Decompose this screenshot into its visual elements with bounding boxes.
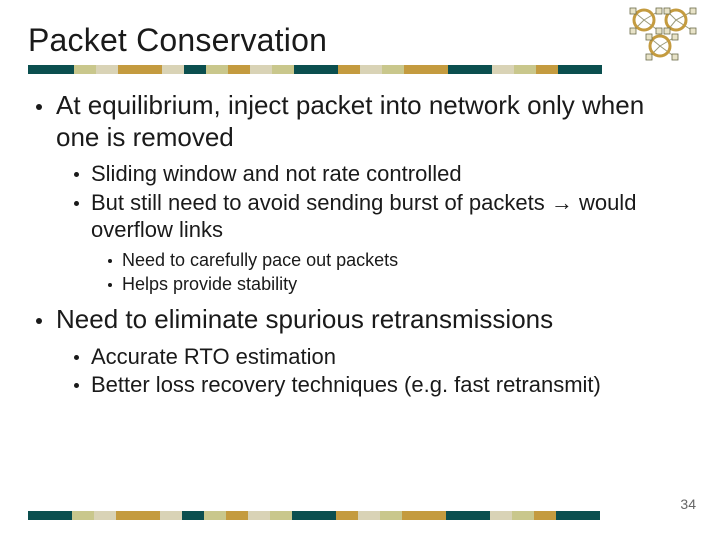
bullet-text: Accurate RTO estimation bbox=[91, 344, 692, 371]
bullet-marker bbox=[108, 259, 112, 263]
bullet-l2: Accurate RTO estimation bbox=[74, 344, 692, 371]
network-diagram-icon bbox=[616, 6, 704, 66]
stripe-segment bbox=[28, 511, 72, 520]
stripe-segment bbox=[72, 511, 94, 520]
bullet-marker bbox=[108, 283, 112, 287]
stripe-segment bbox=[118, 65, 162, 74]
stripe-segment bbox=[402, 511, 446, 520]
stripe-segment bbox=[74, 65, 96, 74]
bullet-l2: But still need to avoid sending burst of… bbox=[74, 190, 692, 296]
bullet-text: But still need to avoid sending burst of… bbox=[91, 190, 692, 244]
stripe-segment bbox=[28, 65, 74, 74]
stripe-segment bbox=[96, 65, 118, 74]
bullet-marker bbox=[36, 104, 42, 110]
stripe-segment bbox=[182, 511, 204, 520]
stripe-segment bbox=[294, 65, 338, 74]
stripe-segment bbox=[160, 511, 182, 520]
bullet-l3: Need to carefully pace out packets bbox=[108, 250, 692, 272]
stripe-segment bbox=[446, 511, 490, 520]
stripe-segment bbox=[338, 65, 360, 74]
bullet-l3-list: Need to carefully pace out packetsHelps … bbox=[108, 250, 692, 296]
bullet-text: Helps provide stability bbox=[122, 274, 692, 296]
slide: Packet Conservation At equilibrium, inje… bbox=[0, 0, 720, 540]
stripe-segment bbox=[162, 65, 184, 74]
bullet-l2-list: Accurate RTO estimationBetter loss recov… bbox=[74, 344, 692, 400]
stripe-segment bbox=[536, 65, 558, 74]
stripe-segment bbox=[404, 65, 448, 74]
stripe-segment bbox=[492, 65, 514, 74]
bullet-l1: At equilibrium, inject packet into netwo… bbox=[28, 90, 692, 296]
bullet-marker bbox=[36, 318, 42, 324]
stripe-segment bbox=[556, 511, 600, 520]
stripe-segment bbox=[336, 511, 358, 520]
stripe-segment bbox=[292, 511, 336, 520]
stripe-segment bbox=[360, 65, 382, 74]
bullet-text: Need to eliminate spurious retransmissio… bbox=[56, 304, 692, 336]
bullet-marker bbox=[74, 201, 79, 206]
bullet-text: Need to carefully pace out packets bbox=[122, 250, 692, 272]
stripe-segment bbox=[250, 65, 272, 74]
bullet-marker bbox=[74, 355, 79, 360]
bullet-marker bbox=[74, 383, 79, 388]
bullet-l2: Better loss recovery techniques (e.g. fa… bbox=[74, 372, 692, 399]
stripe-segment bbox=[490, 511, 512, 520]
stripe-segment bbox=[226, 511, 248, 520]
slide-title: Packet Conservation bbox=[28, 22, 692, 59]
stripe-segment bbox=[534, 511, 556, 520]
bullet-l1: Need to eliminate spurious retransmissio… bbox=[28, 304, 692, 399]
bullet-marker bbox=[74, 172, 79, 177]
bullet-text: Better loss recovery techniques (e.g. fa… bbox=[91, 372, 692, 399]
stripe-segment bbox=[448, 65, 492, 74]
stripe-segment bbox=[382, 65, 404, 74]
bullet-text: At equilibrium, inject packet into netwo… bbox=[56, 90, 692, 153]
stripe-segment bbox=[248, 511, 270, 520]
stripe-segment bbox=[228, 65, 250, 74]
page-number: 34 bbox=[680, 496, 696, 512]
footer-stripe bbox=[28, 511, 608, 520]
title-stripe bbox=[28, 65, 692, 74]
stripe-segment bbox=[358, 511, 380, 520]
stripe-segment bbox=[204, 511, 226, 520]
stripe-segment bbox=[514, 65, 536, 74]
stripe-segment bbox=[558, 65, 602, 74]
stripe-segment bbox=[270, 511, 292, 520]
stripe-segment bbox=[116, 511, 160, 520]
stripe-segment bbox=[272, 65, 294, 74]
stripe-segment bbox=[512, 511, 534, 520]
stripe-segment bbox=[94, 511, 116, 520]
stripe-segment bbox=[380, 511, 402, 520]
bullet-list: At equilibrium, inject packet into netwo… bbox=[28, 90, 692, 399]
stripe-segment bbox=[206, 65, 228, 74]
bullet-text: Sliding window and not rate controlled bbox=[91, 161, 692, 188]
stripe-segment bbox=[184, 65, 206, 74]
bullet-l2-list: Sliding window and not rate controlledBu… bbox=[74, 161, 692, 295]
bullet-l2: Sliding window and not rate controlled bbox=[74, 161, 692, 188]
bullet-l3: Helps provide stability bbox=[108, 274, 692, 296]
